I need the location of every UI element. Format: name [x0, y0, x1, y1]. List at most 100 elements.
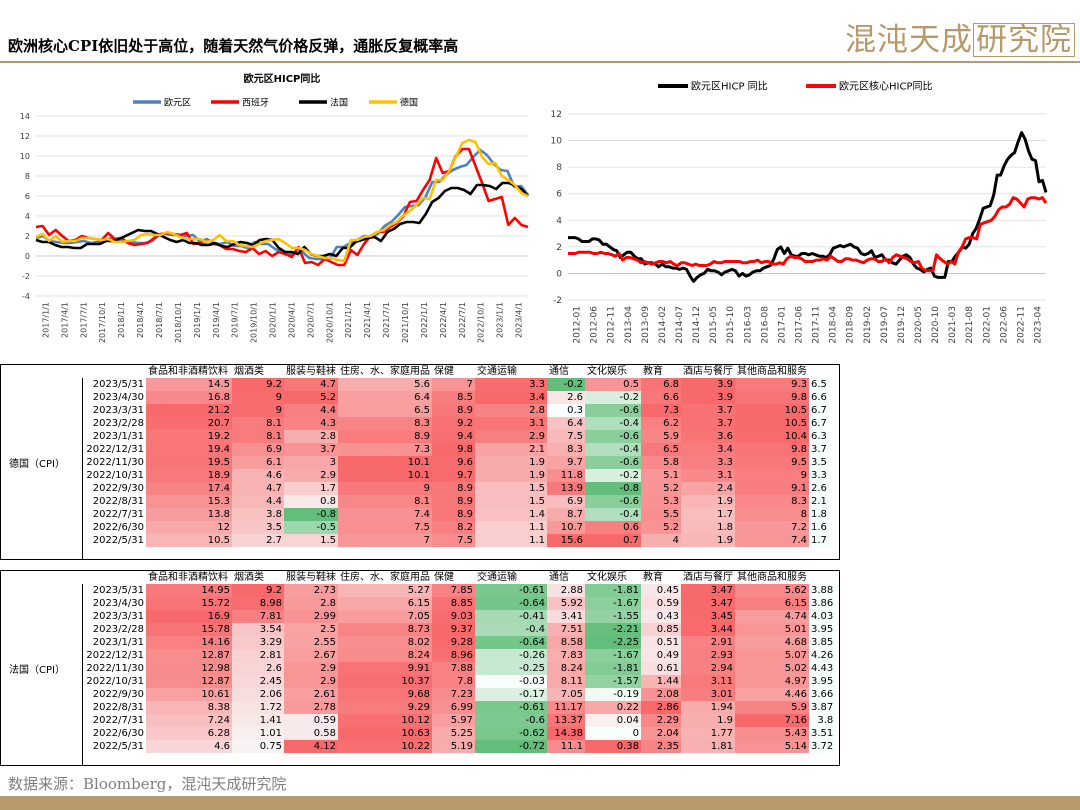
table-row: 2023/4/30 16.8 9 5.2 6.4 8.5 3.4 2.6 -0.2 6.6 3.9 9…: [82, 391, 829, 404]
value-cell: 4.03: [809, 610, 836, 623]
value-cell: 6.6: [641, 391, 681, 404]
value-cell: 2.61: [284, 688, 338, 701]
value-cell: 8.3: [338, 417, 432, 430]
y-tick-label: 2: [25, 232, 30, 241]
date-cell: 2022/8/31: [92, 702, 144, 713]
value-cell: 15.3: [146, 495, 232, 508]
value-cell: 8.58: [547, 636, 585, 649]
y-tick-label: 10: [20, 152, 30, 161]
value-cell: 3.95: [809, 623, 836, 636]
value-cell: 6.28: [146, 727, 232, 740]
table-row: 2023/2/28 20.7 8.1 4.3 8.3 9.2 3.1 6.4 -0.4 6.2 3.…: [82, 417, 829, 430]
x-tick-label: 2020-05: [914, 306, 924, 344]
table-row: 2023/3/31 16.9 7.81 2.99 7.05 9.03 -0.41 3.41 -1…: [82, 610, 836, 623]
value-cell: 9.7: [547, 456, 585, 469]
value-cell: 7.5: [338, 521, 432, 534]
value-cell: 3.6: [681, 430, 735, 443]
value-cell: 1.4: [475, 508, 547, 521]
value-cell: 8.9: [432, 508, 475, 521]
column-header: 烟酒类: [232, 365, 284, 378]
value-cell: 7.85: [432, 584, 475, 597]
x-tick-label: 2017-06: [794, 306, 804, 344]
value-cell: 0.22: [585, 701, 641, 714]
y-tick-label: 8: [25, 172, 30, 181]
value-cell: 5.2: [641, 521, 681, 534]
value-cell: 13.9: [547, 482, 585, 495]
value-cell: 2.6: [547, 391, 585, 404]
value-cell: 21.2: [146, 404, 232, 417]
value-cell: -0.03: [475, 675, 547, 688]
x-tick-label: 2014-02: [658, 306, 668, 344]
value-cell: 4.68: [735, 636, 809, 649]
value-cell: 4.4: [232, 495, 284, 508]
value-cell: 3.88: [809, 584, 836, 597]
value-cell: 6.99: [432, 701, 475, 714]
value-cell: 3.7: [284, 443, 338, 456]
value-cell: 8.02: [338, 636, 432, 649]
value-cell: 15.78: [146, 623, 232, 636]
value-cell: 8.38: [146, 701, 232, 714]
value-cell: -0.8: [585, 482, 641, 495]
value-cell: 9: [735, 469, 809, 482]
date-cell: 2023/3/31: [92, 611, 144, 622]
x-tick-label: 2018/7/1: [155, 302, 164, 338]
data-table: 食品和非酒精饮料 烟酒类 服装与鞋袜 住房、水、家庭用品 保健 交通运输 通信 文化娱乐 教育酒…: [82, 571, 836, 753]
series-line-2: [35, 181, 529, 258]
value-cell: 2.9: [284, 662, 338, 675]
x-tick-label: 2017/10/1: [98, 302, 107, 343]
value-cell: 4: [641, 534, 681, 547]
y-tick-label: 12: [20, 132, 30, 141]
value-cell: 1.5: [284, 534, 338, 547]
value-cell: 1.9: [475, 456, 547, 469]
y-tick-label: 4: [25, 212, 30, 221]
table-separator: [82, 571, 83, 765]
value-cell: 3.51: [809, 727, 836, 740]
value-cell: 9.8: [735, 443, 809, 456]
x-tick-label: 2020/4/1: [287, 302, 296, 338]
table-row: 2022/12/31 19.4 6.9 3.7 7.3 9.8 2.1 8.3 -0.4 6.5 3…: [82, 443, 829, 456]
column-header: 酒店与餐厅: [681, 571, 735, 584]
value-cell: 7.4: [338, 508, 432, 521]
value-cell: 1.7: [681, 508, 735, 521]
value-cell: 7.5: [547, 430, 585, 443]
value-cell: 2.86: [641, 701, 681, 714]
value-cell: 3.85: [809, 636, 836, 649]
table-row: 2022/8/31 15.3 4.4 0.8 8.1 8.9 1.5 6.9 -0.6 5.3 1.…: [82, 495, 829, 508]
value-cell: 8.73: [338, 623, 432, 636]
page-title: 欧洲核心CPI依旧处于高位，随着天然气价格反弹，通胀反复概率高: [8, 37, 459, 55]
value-cell: 2.29: [641, 714, 681, 727]
x-tick-label: 2020-10: [931, 306, 941, 344]
y-tick-label: 0: [556, 269, 562, 279]
x-tick-label: 2013-09: [641, 306, 651, 344]
value-cell: 6.9: [232, 443, 284, 456]
value-cell: 6.7: [809, 404, 829, 417]
x-tick-label: 2018/10/1: [174, 302, 183, 343]
value-cell: 0.75: [232, 740, 284, 753]
date-cell: 2023/1/31: [92, 637, 144, 648]
value-cell: -2.25: [585, 636, 641, 649]
value-cell: 3.01: [681, 688, 735, 701]
x-tick-label: 2019/1/1: [193, 302, 202, 338]
value-cell: 4.46: [735, 688, 809, 701]
value-cell: 0.04: [585, 714, 641, 727]
value-cell: 8.5: [432, 391, 475, 404]
value-cell: 8: [735, 508, 809, 521]
value-cell: 14.95: [146, 584, 232, 597]
value-cell: 7.2: [735, 521, 809, 534]
value-cell: 0.3: [547, 404, 585, 417]
value-cell: 6.15: [338, 597, 432, 610]
value-cell: 11.17: [547, 701, 585, 714]
value-cell: 2.88: [547, 584, 585, 597]
x-tick-label: 2019-12: [897, 306, 907, 344]
value-cell: 14.5: [146, 378, 232, 391]
value-cell: 5.8: [641, 456, 681, 469]
value-cell: 0.51: [641, 636, 681, 649]
table-row: 2022/8/31 8.38 1.72 2.78 9.29 6.99 -0.61 11.17 0…: [82, 701, 836, 714]
x-tick-label: 2018/1/1: [117, 302, 126, 338]
value-cell: 5.62: [735, 584, 809, 597]
date-cell: 2023/3/31: [92, 405, 144, 416]
column-header: 通信: [547, 571, 585, 584]
value-cell: 2.73: [284, 584, 338, 597]
value-cell: -0.62: [475, 727, 547, 740]
header-cell: [82, 365, 146, 378]
